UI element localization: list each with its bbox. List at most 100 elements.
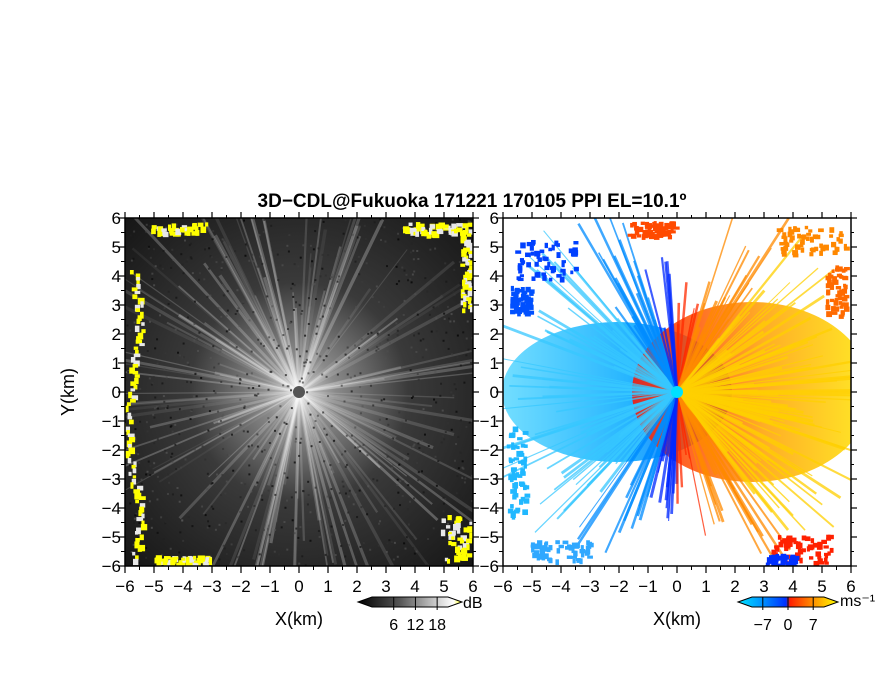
left-noise-pixel	[146, 470, 149, 473]
left-noise-pixel	[276, 253, 279, 256]
left-edge-echo	[132, 363, 139, 368]
left-noise-pixel	[375, 285, 378, 288]
left-edge-echo	[460, 263, 466, 267]
left-edge-echo	[134, 290, 141, 295]
left-edge-echo	[171, 557, 177, 563]
left-x-tick-label: 6	[468, 577, 477, 596]
left-ray	[298, 288, 327, 393]
right-edge-echo	[827, 534, 834, 540]
right-velocity-ray	[520, 366, 678, 393]
right-edge-echo	[514, 307, 520, 312]
left-noise-pixel	[170, 456, 173, 459]
left-noise-pixel	[458, 218, 461, 221]
right-edge-echo	[829, 547, 834, 553]
right-edge-echo	[795, 552, 801, 558]
left-ray	[298, 391, 334, 564]
left-noise-pixel	[359, 545, 362, 548]
right-edge-echo	[511, 442, 515, 447]
left-noise-pixel	[427, 445, 430, 448]
left-noise-pixel	[172, 259, 175, 262]
right-edge-echo	[833, 300, 839, 306]
left-noise-pixel	[262, 528, 265, 531]
right-edge-echo	[532, 543, 538, 550]
left-noise-pixel	[146, 349, 149, 352]
left-ray	[297, 391, 395, 566]
colorbar-tick-label: 6	[389, 617, 398, 634]
left-noise-pixel	[268, 533, 271, 536]
left-noise-pixel	[350, 390, 353, 393]
right-edge-echo	[566, 555, 573, 559]
right-edge-echo	[835, 285, 842, 290]
left-noise-pixel	[341, 453, 344, 456]
right-edge-echo	[551, 244, 555, 251]
left-noise-pixel	[372, 324, 375, 327]
left-noise-pixel	[386, 542, 389, 545]
left-edge-echo	[141, 520, 145, 527]
right-edge-echo	[836, 273, 841, 278]
left-noise-pixel	[210, 256, 213, 259]
left-noise-pixel	[126, 538, 129, 541]
left-ray	[257, 267, 300, 393]
left-edge-echo	[135, 555, 139, 560]
right-velocity-ray	[644, 269, 679, 393]
right-velocity-ray	[563, 390, 678, 479]
left-noise-pixel	[322, 411, 325, 414]
left-ray	[233, 391, 300, 566]
left-noise-pixel	[134, 428, 137, 431]
right-edge-echo	[525, 294, 529, 300]
left-edge-echo	[454, 228, 458, 234]
left-noise-pixel	[286, 328, 289, 331]
left-noise-pixel	[153, 416, 156, 419]
left-ray	[131, 247, 300, 393]
left-noise-pixel	[175, 468, 178, 471]
left-noise-pixel	[357, 255, 360, 258]
left-noise-pixel	[138, 533, 141, 536]
left-noise-pixel	[154, 396, 157, 399]
right-velocity-ray	[593, 218, 679, 393]
left-noise-pixel	[287, 345, 290, 348]
left-noise-pixel	[303, 361, 306, 364]
left-edge-echo	[423, 229, 428, 235]
left-noise-pixel	[307, 402, 310, 405]
right-edge-echo	[784, 241, 789, 247]
left-noise-pixel	[409, 278, 412, 281]
left-edge-echo	[135, 308, 141, 312]
left-noise-pixel	[440, 488, 443, 491]
left-noise-pixel	[219, 432, 222, 435]
left-noise-pixel	[168, 481, 171, 484]
right-edge-echo	[786, 535, 793, 540]
left-noise-pixel	[396, 334, 399, 337]
left-edge-echo	[461, 252, 467, 257]
left-noise-pixel	[150, 517, 153, 520]
left-edge-echo	[195, 227, 199, 234]
right-edge-echo	[838, 238, 843, 244]
right-edge-echo	[587, 555, 593, 559]
left-edge-echo	[463, 231, 468, 235]
left-ray	[297, 391, 300, 499]
left-noise-pixel	[410, 445, 413, 448]
left-noise-pixel	[344, 450, 347, 453]
right-edge-echo	[510, 489, 516, 494]
left-noise-pixel	[267, 388, 270, 391]
left-noise-pixel	[290, 287, 293, 290]
left-noise-pixel	[453, 268, 456, 271]
right-edge-echo	[536, 557, 541, 561]
left-ray	[298, 280, 340, 393]
left-noise-pixel	[433, 398, 436, 401]
left-noise-pixel	[207, 267, 210, 270]
left-noise-pixel	[327, 395, 330, 398]
left-ray	[177, 313, 300, 394]
left-noise-pixel	[181, 519, 184, 522]
left-noise-pixel	[347, 511, 350, 514]
left-noise-pixel	[293, 532, 296, 535]
left-noise-pixel	[354, 260, 357, 263]
left-noise-pixel	[282, 384, 285, 387]
left-noise-pixel	[329, 277, 332, 280]
right-edge-echo	[808, 229, 813, 233]
left-edge-echoes	[125, 222, 473, 566]
left-y-tick-label: −2	[102, 441, 121, 460]
right-edge-echo	[529, 245, 534, 251]
left-noise-pixel	[274, 529, 277, 532]
left-noise-pixel	[346, 373, 349, 376]
left-noise-pixel	[330, 525, 333, 528]
